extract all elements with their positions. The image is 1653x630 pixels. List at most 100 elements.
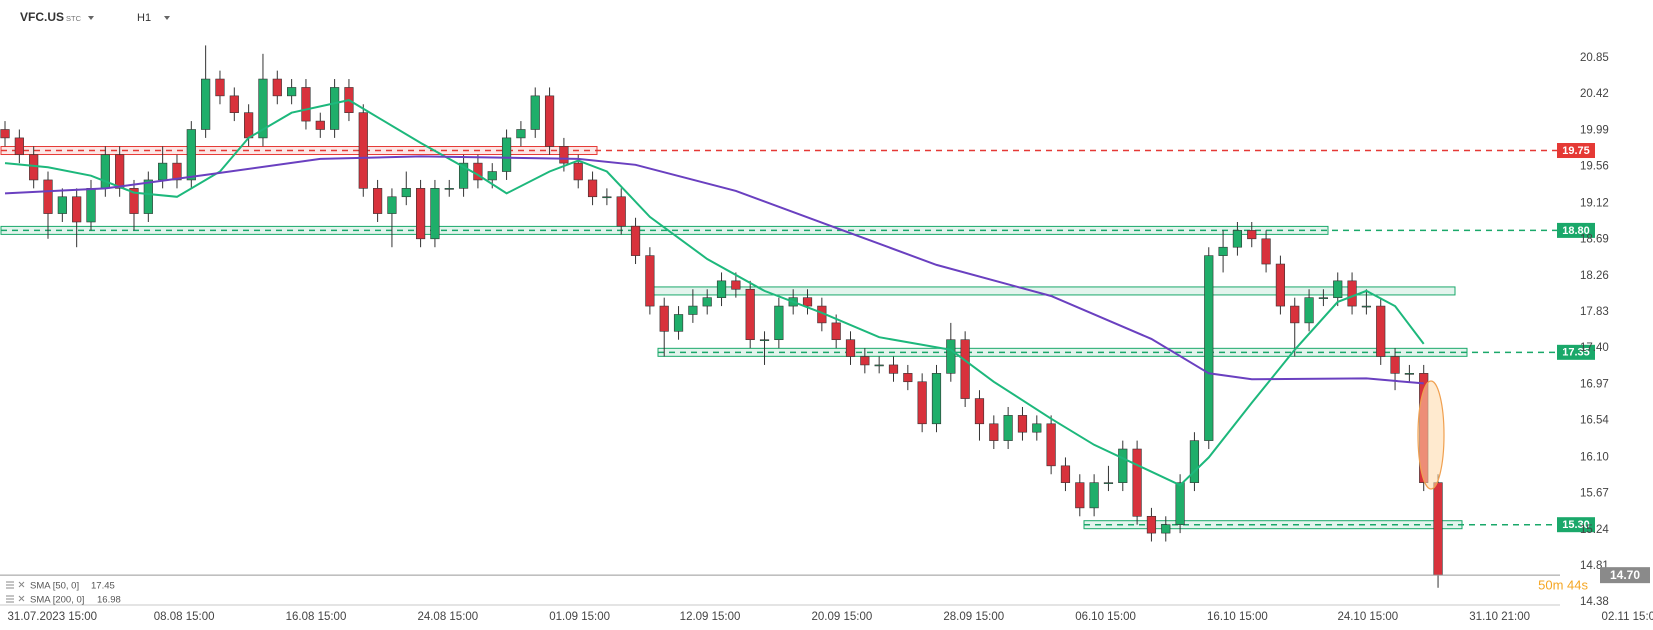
y-tick-label: 20.85 xyxy=(1580,52,1609,64)
x-tick-label: 20.09 15:00 xyxy=(812,611,873,623)
symbol-caret[interactable] xyxy=(88,16,94,20)
y-tick-label: 20.42 xyxy=(1580,88,1609,100)
y-tick-label: 18.26 xyxy=(1580,270,1609,282)
x-tick-label: 31.10 21:00 xyxy=(1469,611,1530,623)
last-price-label: 14.70 xyxy=(1610,568,1640,582)
candle-body xyxy=(1161,524,1171,534)
candle-body xyxy=(387,196,397,214)
candle-body xyxy=(888,364,899,374)
candle-body xyxy=(57,196,67,214)
x-tick-label: 24.10 15:00 xyxy=(1337,611,1398,623)
level-tag xyxy=(1557,344,1595,360)
symbol[interactable]: VFC.US xyxy=(20,10,64,24)
candle-body xyxy=(487,171,497,181)
candle-body xyxy=(272,78,282,97)
y-tick-label: 19.99 xyxy=(1580,124,1609,136)
level-tag-label: 19.75 xyxy=(1562,145,1590,157)
candle-body xyxy=(258,78,268,139)
candle-body xyxy=(645,255,655,307)
level-tag xyxy=(1557,143,1595,159)
candle-body xyxy=(1189,440,1200,483)
legend-entry: SMA [200, 0] xyxy=(30,595,84,606)
candle-body xyxy=(301,87,311,122)
candle-body xyxy=(287,87,297,97)
candle-body xyxy=(1376,305,1386,357)
candle-body xyxy=(1304,297,1314,324)
candle-body xyxy=(960,339,970,399)
candle-body xyxy=(587,179,598,198)
candle-body xyxy=(415,188,426,240)
candle-body xyxy=(1261,238,1271,265)
candle-body xyxy=(946,339,956,374)
candle-body xyxy=(244,112,254,139)
candle-body xyxy=(43,179,53,214)
candle-body xyxy=(602,196,612,199)
candle-body xyxy=(143,179,153,214)
candle-body xyxy=(215,78,225,97)
candle-body xyxy=(688,305,698,315)
x-tick-label: 16.10 15:00 xyxy=(1207,611,1268,623)
candle-body xyxy=(731,280,741,290)
x-tick-label: 06.10 15:00 xyxy=(1075,611,1136,623)
legend-icon[interactable] xyxy=(6,581,14,589)
candle-body xyxy=(1032,423,1042,433)
candle-body xyxy=(115,154,125,189)
candle-body xyxy=(673,314,684,332)
legend-icon[interactable] xyxy=(6,595,14,603)
candle-body xyxy=(573,162,583,181)
interval[interactable]: H1 xyxy=(137,12,151,24)
candle-body xyxy=(430,188,440,240)
candle-body xyxy=(1132,448,1142,517)
sma-line xyxy=(4,155,1424,385)
candle-body xyxy=(931,373,942,425)
y-tick-label: 16.54 xyxy=(1580,414,1609,426)
candle-body xyxy=(72,196,82,223)
y-tick-label: 16.10 xyxy=(1580,451,1609,463)
x-tick-label: 28.09 15:00 xyxy=(943,611,1004,623)
candle-body xyxy=(860,356,870,366)
highlight-ellipse xyxy=(1417,380,1445,490)
candle-body xyxy=(315,120,325,130)
x-tick-label: 31.07.2023 15:00 xyxy=(8,611,98,623)
candle-body xyxy=(1075,482,1085,509)
candle-body xyxy=(1060,465,1071,483)
last-price-tag xyxy=(1600,567,1650,584)
candle-body xyxy=(831,322,841,341)
candle-body xyxy=(874,364,884,367)
candle-body xyxy=(917,381,927,425)
candle-body xyxy=(1204,255,1214,441)
legend-remove[interactable] xyxy=(18,581,25,588)
candle-body xyxy=(544,95,555,147)
candle-body xyxy=(616,196,626,227)
candle-body xyxy=(1046,423,1056,467)
candle-body xyxy=(0,129,10,139)
candle-body xyxy=(1390,356,1400,374)
candle-body xyxy=(458,162,469,189)
candle-body xyxy=(659,305,669,332)
candle-body xyxy=(444,188,454,190)
y-tick-label: 19.56 xyxy=(1580,161,1609,173)
candle-body xyxy=(1290,305,1300,324)
candle-body xyxy=(1089,482,1099,509)
interval-caret[interactable] xyxy=(164,16,170,20)
candle-body xyxy=(516,129,526,139)
candle-body xyxy=(745,288,755,341)
legend-remove[interactable] xyxy=(18,595,25,602)
candle-body xyxy=(401,188,411,198)
x-tick-label: 24.08 15:00 xyxy=(417,611,478,623)
candle-body xyxy=(759,339,770,342)
candle-body xyxy=(29,154,39,181)
countdown: 50m 44s xyxy=(1538,577,1588,592)
x-tick-label: 12.09 15:00 xyxy=(680,611,741,623)
x-tick-label: 02.11 15:00 xyxy=(1602,611,1653,623)
candle-body xyxy=(1247,230,1257,240)
candle-body xyxy=(702,297,712,307)
y-tick-label: 18.69 xyxy=(1580,234,1609,246)
candle-body xyxy=(129,188,139,214)
candle-body xyxy=(229,95,239,113)
candle-body xyxy=(1318,297,1329,299)
y-tick-label: 19.12 xyxy=(1580,198,1609,210)
candle-body xyxy=(1103,482,1114,484)
legend-value: 16.98 xyxy=(97,595,121,606)
plot-area: 19.75 18.80 17.35 15.30 xyxy=(0,45,1595,588)
